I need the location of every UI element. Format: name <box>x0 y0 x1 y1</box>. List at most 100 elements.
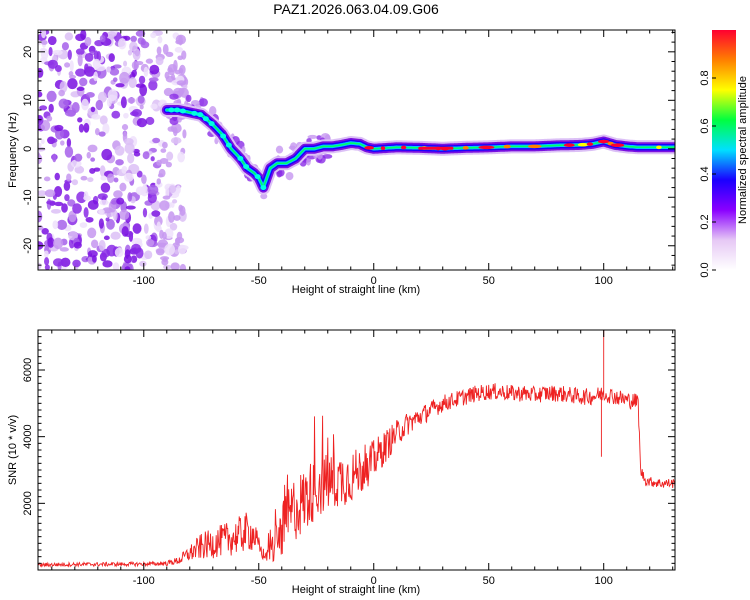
spectrogram-noise-blob <box>78 123 85 133</box>
spectrogram-noise-blob <box>164 243 176 256</box>
spectrogram-noise-blob <box>114 247 124 258</box>
spectrogram-noise-blob <box>40 139 45 145</box>
colorbar-tick-label: 0.0 <box>699 262 711 277</box>
spectrogram-noise-blob <box>164 71 170 80</box>
spectrogram-ridge-blob <box>174 107 181 113</box>
spectrogram-noise-blob <box>97 91 107 103</box>
spectrogram-noise-blob <box>72 203 82 214</box>
snr-y-axis: 2000 4000 6000 <box>22 329 675 571</box>
spectrogram-noise-blob <box>113 190 123 199</box>
spectrogram-noise-region <box>38 30 189 270</box>
spectrogram-ridge-blob <box>225 142 232 148</box>
colorbar-ramp <box>712 30 736 270</box>
spectrogram-noise-blob <box>150 32 157 39</box>
spectrogram-noise-blob <box>99 115 108 125</box>
spectrogram-noise-blob <box>166 151 174 161</box>
spectrogram-noise-blob <box>165 186 170 199</box>
spectrogram-noise-blob <box>84 63 89 73</box>
spectrogram-ridge-halo <box>169 93 179 100</box>
spectrogram-noise-blob <box>159 200 170 211</box>
spectrogram-noise-blob <box>152 137 161 144</box>
spectrogram-noise-blob <box>171 199 178 204</box>
spectrogram-noise-blob <box>168 211 175 223</box>
spectrogram-noise-blob <box>71 102 80 114</box>
spectrogram-noise-blob <box>92 58 101 69</box>
spectrogram-noise-blob <box>52 220 59 230</box>
spectrogram-noise-blob <box>149 64 160 75</box>
spectrogram-noise-blob <box>141 174 147 184</box>
spectrogram-frame <box>37 29 676 271</box>
snr-xtick-label: 100 <box>595 575 613 587</box>
snr-ytick-label: 4000 <box>22 424 34 448</box>
spectrogram-ridge-halo <box>322 154 333 159</box>
spectrogram-noise-blob <box>73 241 82 249</box>
spectrogram-noise-blob <box>131 243 142 253</box>
spectrogram-xtick-label: -50 <box>251 275 267 287</box>
spectrogram-noise-blob <box>125 205 136 210</box>
spectrogram-noise-blob <box>85 91 95 98</box>
spectrogram-noise-blob <box>44 189 56 198</box>
spectrogram-ridge-halo <box>306 138 312 143</box>
spectrogram-noise-blob <box>46 200 56 205</box>
spectrogram-noise-blob <box>91 113 101 120</box>
spectrogram-noise-blob <box>99 34 106 43</box>
spectrogram-ridge-peak <box>577 142 589 147</box>
spectrogram-noise-blob <box>120 96 127 109</box>
spectrogram-noise-blob <box>121 226 129 237</box>
spectrogram-noise-blob <box>124 266 131 270</box>
spectrogram-noise-blob <box>46 115 53 122</box>
spectrogram-noise-blob <box>162 257 168 263</box>
spectrogram-ridge-halo <box>198 98 208 107</box>
spectrogram-noise-blob <box>173 59 178 72</box>
spectrogram-noise-blob <box>112 77 118 83</box>
spectrogram-ridge-peak <box>563 143 575 147</box>
spectrogram-ridge-halo <box>285 171 294 181</box>
spectrogram-xtick-label: 100 <box>595 275 613 287</box>
spectrogram-noise-blob <box>68 210 77 223</box>
spectrogram-noise-blob <box>80 30 87 40</box>
spectrogram-noise-blob <box>90 106 96 113</box>
spectrogram-noise-blob <box>114 145 125 156</box>
spectrogram-noise-blob <box>47 237 55 248</box>
spectrogram-noise-blob <box>98 131 106 137</box>
spectrogram-noise-blob <box>50 208 62 214</box>
spectrogram-ridge-peak <box>656 145 662 150</box>
spectrogram-noise-blob <box>113 177 119 183</box>
spectrogram-noise-blob <box>123 254 132 264</box>
snr-x-axis: -100 -50 0 50 100 <box>51 330 674 587</box>
spectrogram-noise-blob <box>115 83 125 88</box>
spectrogram-noise-blob <box>58 89 65 97</box>
spectrogram-ridge-peak <box>462 146 469 150</box>
spectrogram-noise-blob <box>38 262 42 269</box>
spectrogram-noise-blob <box>133 151 141 157</box>
spectrogram-noise-blob <box>116 197 125 205</box>
spectrogram-noise-blob <box>130 111 139 117</box>
spectrogram-noise-blob <box>174 69 182 75</box>
spectrogram-noise-blob <box>124 172 134 182</box>
spectrogram-noise-blob <box>39 105 48 111</box>
spectrogram-xtick-label: -100 <box>133 275 155 287</box>
spectrogram-noise-blob <box>84 52 94 62</box>
spectrogram-noise-blob <box>66 137 72 148</box>
spectrogram-noise-blob <box>147 192 157 204</box>
spectrogram-noise-blob <box>172 126 178 137</box>
colorbar: 0.0 0.2 0.4 0.6 0.8 Normalized spectral ampl… <box>699 30 749 278</box>
spectrogram-ridge-blob <box>260 185 267 191</box>
spectrogram-noise-blob <box>147 184 159 195</box>
spectrogram-noise-blob <box>41 40 48 45</box>
snr-ytick-label: 6000 <box>22 358 34 382</box>
spectrogram-ridge-peak <box>527 144 542 149</box>
snr-xtick-label: -100 <box>133 575 155 587</box>
spectrogram-noise-blob <box>83 122 90 133</box>
spectrogram-noise-blob <box>148 80 158 91</box>
spectrogram-ridge-blob <box>168 107 175 113</box>
spectrogram-noise-blob <box>119 182 127 192</box>
spectrogram-ytick-label: -10 <box>22 189 34 205</box>
colorbar-tick-label: 0.4 <box>699 166 711 181</box>
spectrogram-noise-blob <box>177 151 185 163</box>
spectrogram-noise-blob <box>124 142 135 154</box>
spectrogram-noise-blob <box>76 86 85 91</box>
spectrogram-noise-blob <box>127 97 136 104</box>
spectrogram-ridge-peak <box>610 143 625 147</box>
